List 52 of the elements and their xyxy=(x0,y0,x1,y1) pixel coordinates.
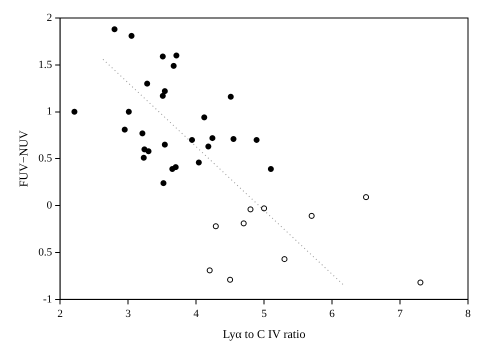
point xyxy=(212,223,219,230)
point xyxy=(162,88,168,94)
point xyxy=(240,220,247,226)
point xyxy=(363,194,370,200)
x-tick-label: 5 xyxy=(261,308,268,320)
point xyxy=(230,136,236,142)
point xyxy=(144,80,150,87)
y-tick-label: -1 xyxy=(42,293,52,306)
y-tick-label: 1 xyxy=(46,106,52,118)
point xyxy=(140,154,147,161)
point xyxy=(206,267,213,274)
point xyxy=(170,62,177,69)
point xyxy=(122,126,128,133)
x-tick-label: 4 xyxy=(193,308,200,320)
point xyxy=(201,114,208,120)
x-axis-title: Lyα to C IV ratio xyxy=(222,326,306,341)
point xyxy=(172,164,179,170)
x-tick-label: 2 xyxy=(57,308,63,320)
point xyxy=(71,108,78,115)
y-tick-label: 0.5 xyxy=(38,246,53,258)
x-tick-label: 8 xyxy=(465,308,472,320)
point xyxy=(308,212,315,219)
y-tick-label: 0 xyxy=(46,199,53,212)
y-tick-label: 1.5 xyxy=(38,58,53,71)
point xyxy=(160,53,166,60)
point xyxy=(189,136,196,143)
point xyxy=(281,256,288,262)
point xyxy=(227,276,234,283)
point xyxy=(160,92,166,99)
point xyxy=(146,148,152,154)
y-tick-label: 2 xyxy=(46,12,52,24)
y-axis-title: FUV−NUV xyxy=(16,130,30,188)
point xyxy=(112,26,118,32)
point xyxy=(162,142,168,148)
point xyxy=(173,52,180,59)
point xyxy=(417,280,424,286)
point xyxy=(268,166,274,172)
point xyxy=(139,130,146,136)
y-tick-label: 0.5 xyxy=(38,152,53,165)
point xyxy=(254,136,260,143)
point xyxy=(261,205,268,212)
x-tick-label: 3 xyxy=(125,308,132,320)
point xyxy=(196,159,202,166)
point xyxy=(209,135,216,142)
point xyxy=(160,180,166,186)
point xyxy=(247,206,254,212)
x-tick-label: 6 xyxy=(329,308,336,320)
point xyxy=(126,108,132,115)
point xyxy=(205,144,212,150)
x-tick-label: 7 xyxy=(397,308,404,320)
point xyxy=(128,32,135,39)
point xyxy=(228,94,234,100)
